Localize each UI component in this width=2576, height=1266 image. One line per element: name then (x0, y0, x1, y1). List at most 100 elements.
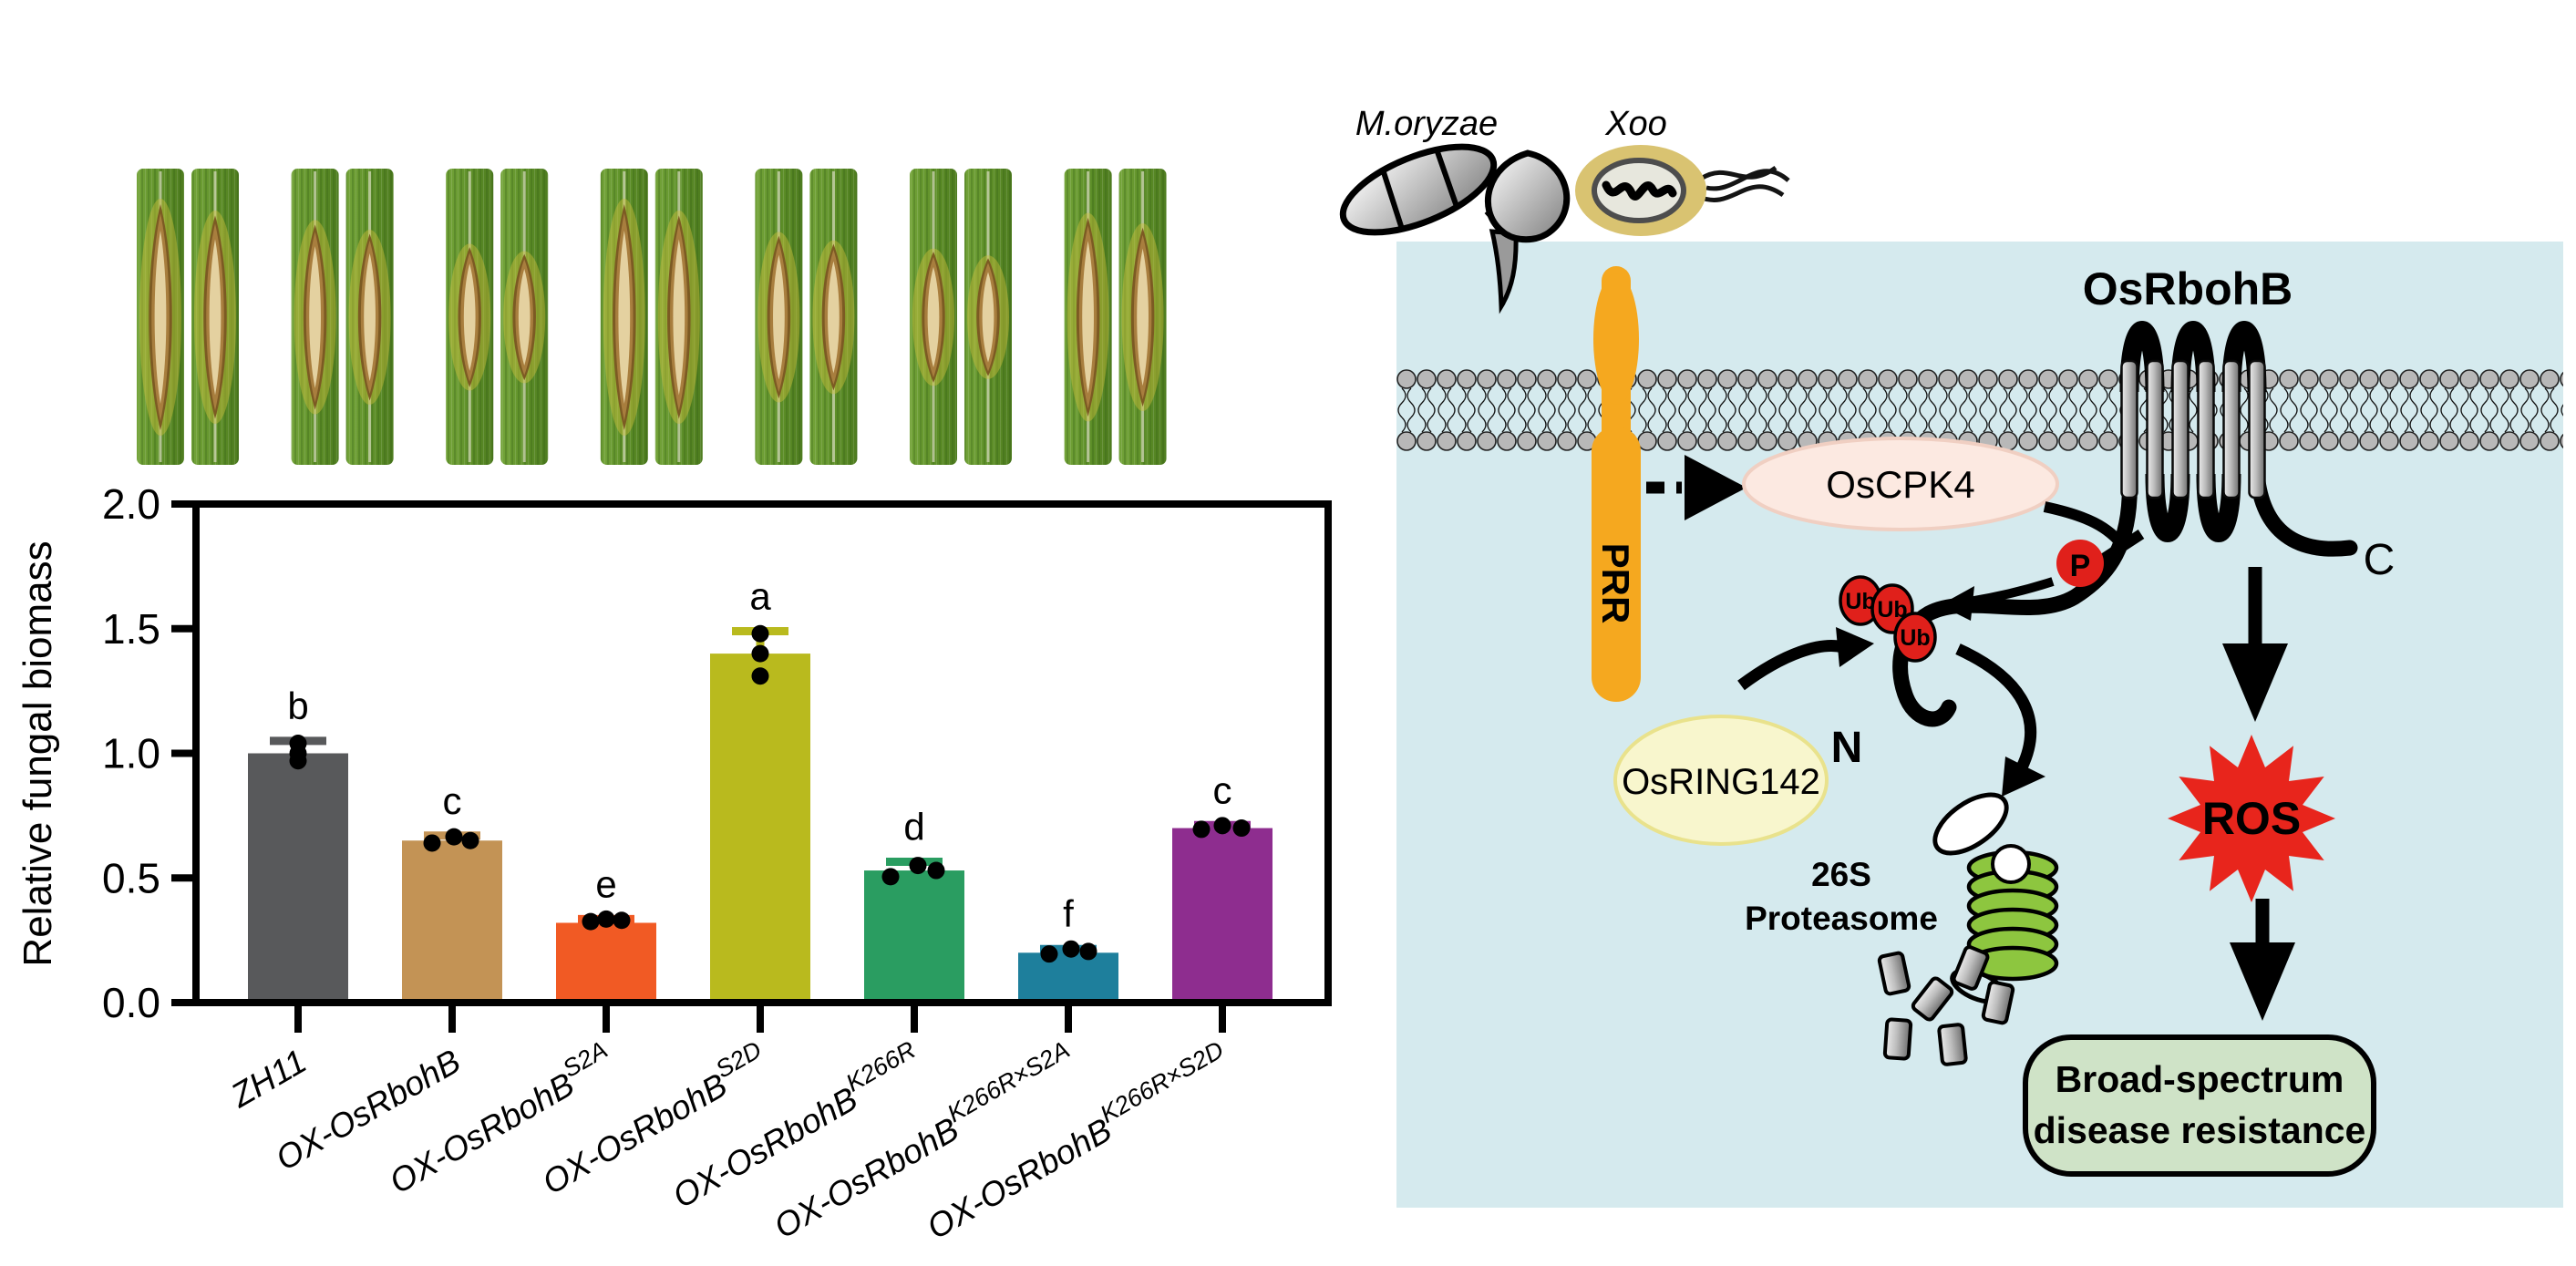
arrow-oscpk4-to-osrbohb (2043, 501, 2145, 567)
sig-letter: f (1063, 892, 1074, 935)
prr-label: PRR (1594, 543, 1637, 624)
arrow-osrbohb-to-ros (2222, 567, 2288, 722)
x-tick-label: OX-OsRbohBK266R (663, 1035, 929, 1215)
y-tick-label: 2.0 (102, 480, 160, 528)
y-axis-title: Relative fungal biomass (15, 540, 60, 966)
leaf (654, 169, 703, 465)
proteasome-icon (1932, 792, 2059, 1004)
sig-letter: e (595, 862, 616, 905)
data-point (1040, 945, 1058, 963)
leaf (910, 169, 957, 465)
data-point (751, 667, 769, 685)
leaf (755, 169, 803, 465)
y-tick-label: 0.5 (102, 854, 160, 901)
y-tick-label: 1.0 (102, 730, 160, 777)
data-point (1232, 819, 1251, 838)
sig-letter: b (287, 684, 308, 727)
moryzae-label: M.oryzae (1355, 105, 1498, 143)
x-axis-labels: ZH11OX-OsRbohBOX-OsRbohBS2AOX-OsRbohBS2D… (224, 1035, 1229, 1246)
osring142-ellipse (1613, 715, 1829, 846)
leaf (345, 169, 394, 465)
outcome-label-line1: Broad-spectrum (2056, 1058, 2344, 1100)
data-point (909, 857, 927, 875)
data-point (1213, 817, 1231, 835)
svg-text:Ub: Ub (1845, 589, 1875, 614)
y-tick-label: 0.0 (102, 979, 160, 1026)
outcome-box (2023, 1034, 2376, 1177)
c-terminus-label: C (2364, 536, 2396, 584)
bar (556, 922, 656, 1003)
leaf (500, 169, 549, 465)
appressorium-tail (1489, 229, 1519, 314)
data-point (289, 735, 307, 753)
leaf (600, 169, 648, 465)
arrow-osrbohb-to-proteasome (1955, 643, 2045, 797)
bar (402, 840, 502, 1003)
data-point (597, 910, 615, 928)
osring142-label: OsRING142 (1622, 762, 1820, 802)
data-point (927, 861, 945, 880)
ros-starburst (2168, 735, 2335, 902)
flagella (1698, 165, 1790, 202)
oscpk4-ellipse (1742, 437, 2059, 531)
appressorium (1485, 149, 1571, 243)
leaf (1118, 169, 1167, 465)
proteasome-label-line1: 26S (1811, 856, 1871, 893)
data-point (461, 831, 479, 849)
pathway-diagram: M.oryzae Xoo PRR OsCPK4 OsRbohB (1339, 105, 2563, 1208)
prr-receptor: PRR (1592, 266, 1641, 702)
proteasome-label-line2: Proteasome (1745, 900, 1938, 937)
plasma-membrane (1396, 368, 2563, 452)
bar (864, 870, 964, 1003)
bar (1018, 952, 1118, 1003)
arrow-prr-to-oscpk4 (1646, 455, 1747, 520)
outcome-label-line2: disease resistance (2034, 1109, 2366, 1151)
xoo-icon (1575, 145, 1790, 236)
y-axis: 0.0 0.5 1.0 1.5 2.0 (102, 480, 196, 1026)
oscpk4-label: OsCPK4 (1826, 463, 1974, 506)
leaf (1064, 169, 1112, 465)
data-point (881, 868, 900, 886)
leaf (291, 169, 339, 465)
x-tick-label: ZH11 (224, 1042, 313, 1115)
data-point (613, 911, 631, 930)
leaf-photo-panel (137, 169, 1167, 465)
leaf (809, 169, 858, 465)
svg-text:Ub: Ub (1900, 625, 1930, 651)
sig-letter: a (749, 574, 771, 617)
ros-label: ROS (2202, 793, 2301, 844)
starburst-shape (2168, 735, 2335, 902)
svg-text:P: P (2070, 549, 2091, 583)
data-point (1079, 942, 1097, 961)
leaf (964, 169, 1012, 465)
data-point (445, 828, 463, 846)
data-point (423, 834, 441, 852)
sig-letter: c (1213, 768, 1232, 811)
x-axis (294, 1005, 1226, 1033)
bars-layer: b c e a d f c (248, 574, 1273, 1003)
arrow-p-to-ub (1940, 577, 2055, 621)
data-point (1062, 940, 1080, 958)
leaf (191, 169, 239, 465)
transmembrane-helices (2120, 359, 2266, 499)
ub-badge: Ub (1893, 612, 1937, 663)
leaf (137, 169, 184, 465)
biomass-chart: Relative fungal biomass b c e a d f c 0.0 0.5 1.… (15, 480, 1332, 1246)
osrbohb-label: OsRbohB (2083, 263, 2293, 314)
data-point (751, 624, 769, 643)
data-point (582, 912, 600, 931)
n-terminus-label: N (1831, 724, 1863, 772)
sig-letter: c (443, 779, 462, 822)
leaf (446, 169, 494, 465)
data-point (1192, 820, 1211, 839)
bar (248, 753, 348, 1003)
sig-letter: d (903, 805, 924, 848)
arrow-ros-to-resistance (2230, 899, 2295, 1021)
phospho-badge: P (2056, 540, 2104, 587)
bar (710, 654, 810, 1003)
ub-badge: Ub (1839, 575, 1882, 626)
xoo-label: Xoo (1604, 105, 1667, 143)
data-point (751, 644, 769, 663)
moryzae-icon (1339, 143, 1571, 314)
